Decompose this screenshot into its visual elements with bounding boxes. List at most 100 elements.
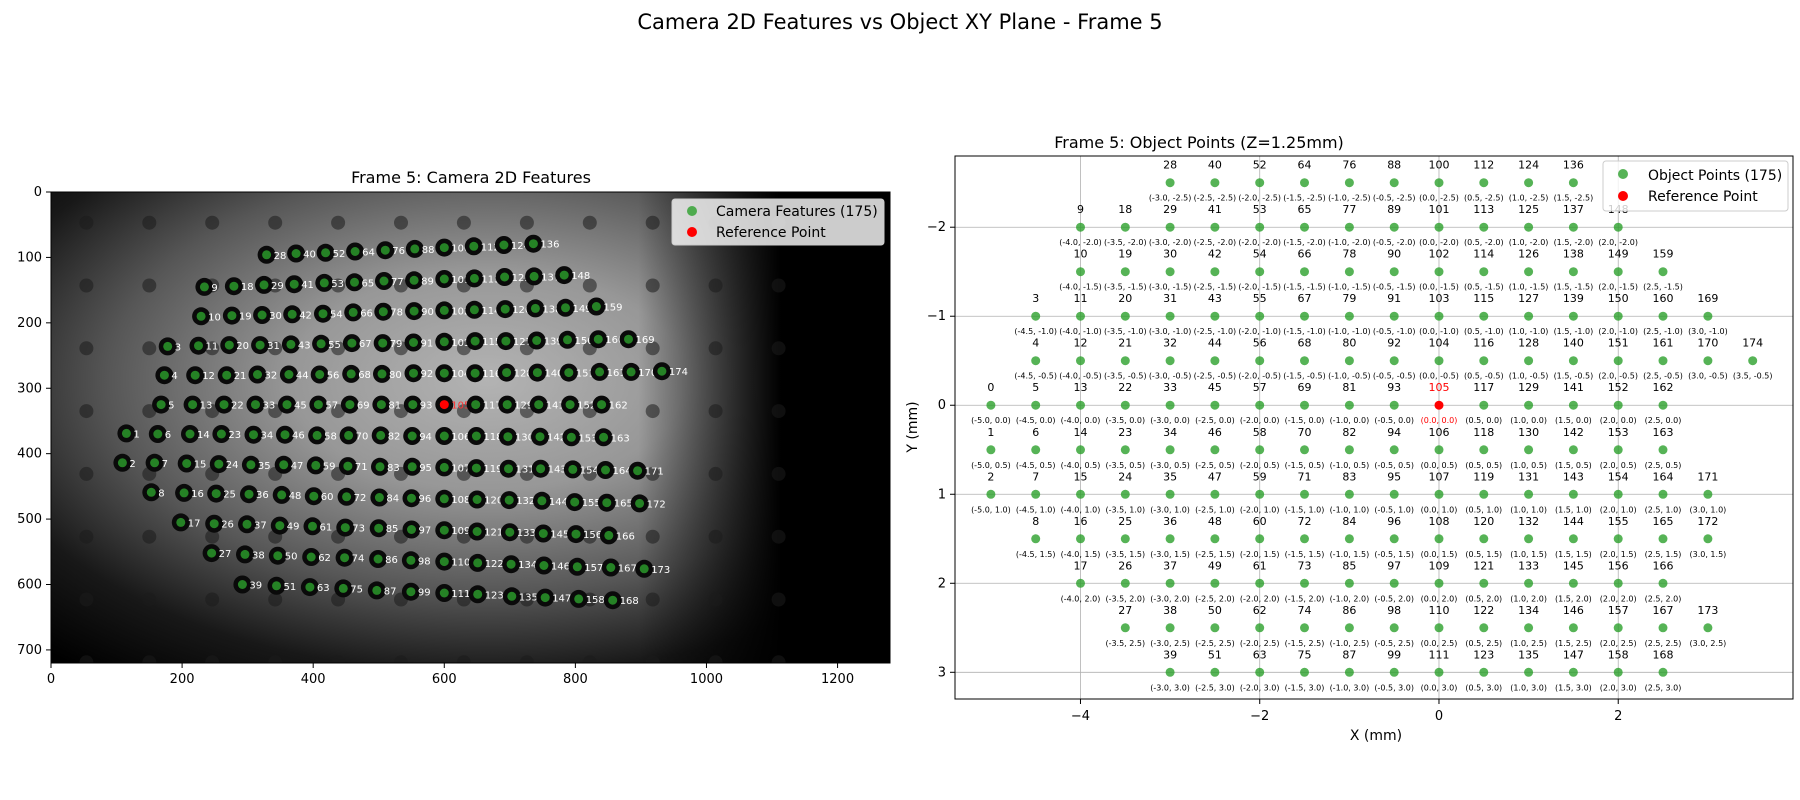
object-point bbox=[1344, 356, 1354, 366]
object-point-coord: (-3.0, -2.5) bbox=[1149, 194, 1192, 203]
object-point bbox=[1255, 489, 1265, 499]
camera-feature-point bbox=[378, 338, 388, 348]
camera-feature-point bbox=[312, 430, 322, 440]
camera-feature-label: 123 bbox=[485, 590, 504, 601]
object-point-index: 93 bbox=[1387, 381, 1401, 394]
object-point-index: 78 bbox=[1342, 248, 1356, 261]
object-point-index: 3 bbox=[1032, 292, 1039, 305]
camera-feature-point bbox=[153, 429, 163, 439]
object-point bbox=[1613, 578, 1623, 588]
object-point-coord: (-1.0, 3.0) bbox=[1330, 683, 1370, 692]
camera-feature-label: 17 bbox=[188, 518, 201, 529]
object-grid bbox=[955, 156, 1793, 699]
object-point-coord: (0.5, -1.0) bbox=[1464, 327, 1504, 336]
camera-dot-blob bbox=[519, 215, 534, 230]
object-xtick-label: −2 bbox=[1250, 709, 1269, 724]
camera-feature-point bbox=[350, 277, 359, 287]
camera-feature-point bbox=[472, 527, 482, 536]
object-point-index: 51 bbox=[1208, 648, 1222, 661]
camera-feature-point bbox=[244, 489, 254, 499]
object-point-index: 94 bbox=[1387, 426, 1401, 439]
object-point-coord: (-3.0, -1.0) bbox=[1149, 327, 1192, 336]
object-point-coord: (3.5, -0.5) bbox=[1733, 372, 1773, 381]
object-point bbox=[1300, 489, 1309, 499]
object-point bbox=[1524, 445, 1534, 455]
camera-feature-point bbox=[439, 494, 449, 504]
object-point bbox=[1703, 311, 1713, 321]
camera-feature-label: 70 bbox=[356, 431, 369, 442]
object-point-coord: (1.5, 2.0) bbox=[1555, 594, 1592, 603]
camera-feature-label: 3 bbox=[175, 342, 181, 353]
camera-feature-point bbox=[591, 302, 601, 311]
camera-feature-label: 68 bbox=[358, 370, 371, 381]
object-point bbox=[1434, 311, 1444, 321]
object-point-index: 147 bbox=[1563, 648, 1584, 661]
object-point-coord: (-2.0, 0.5) bbox=[1240, 461, 1280, 470]
object-point bbox=[1255, 400, 1265, 410]
camera-feature-point bbox=[194, 341, 203, 351]
object-point bbox=[1389, 400, 1399, 410]
camera-feature-point bbox=[377, 369, 387, 379]
camera-dot-blob bbox=[519, 466, 534, 481]
object-point-index: 95 bbox=[1387, 470, 1401, 483]
object-point-coord: (-1.0, -2.5) bbox=[1328, 194, 1371, 203]
object-point-coord: (-3.0, 2.5) bbox=[1150, 639, 1190, 648]
object-point-coord: (-1.0, -1.5) bbox=[1328, 283, 1371, 292]
object-point bbox=[1613, 400, 1623, 410]
camera-dot-blob bbox=[582, 655, 597, 663]
camera-dot-blob bbox=[771, 592, 786, 607]
object-point bbox=[1389, 178, 1399, 188]
object-point-index: 156 bbox=[1608, 559, 1629, 572]
object-point-coord: (1.5, 1.5) bbox=[1555, 550, 1592, 559]
camera-feature-point bbox=[190, 370, 200, 380]
camera-dot-blob bbox=[771, 404, 786, 419]
object-point bbox=[1120, 267, 1130, 277]
object-point-index: 99 bbox=[1387, 648, 1401, 661]
object-point-coord: (2.0, 3.0) bbox=[1600, 683, 1637, 692]
object-point bbox=[1658, 311, 1668, 321]
object-point-index: 122 bbox=[1473, 604, 1494, 617]
object-point-index: 9 bbox=[1077, 203, 1084, 216]
object-point-coord: (1.0, -2.5) bbox=[1509, 194, 1549, 203]
camera-dot-blob bbox=[645, 655, 660, 663]
object-point-coord: (-0.5, 3.0) bbox=[1374, 683, 1414, 692]
camera-feature-label: 60 bbox=[321, 492, 334, 503]
object-point-coord: (-4.0, 1.0) bbox=[1061, 505, 1101, 514]
object-xtick-label: −4 bbox=[1071, 709, 1090, 724]
object-point-index: 40 bbox=[1208, 159, 1222, 172]
camera-feature-point bbox=[471, 463, 481, 473]
object-point bbox=[1434, 222, 1444, 232]
camera-feature-point bbox=[345, 400, 355, 410]
object-point-coord: (2.5, 3.0) bbox=[1645, 683, 1682, 692]
camera-feature-point bbox=[376, 430, 386, 440]
camera-feature-point bbox=[259, 280, 269, 290]
camera-feature-label: 20 bbox=[236, 341, 249, 352]
object-point bbox=[1613, 623, 1623, 633]
object-point-coord: (1.5, 2.5) bbox=[1555, 639, 1592, 648]
object-point bbox=[986, 445, 996, 455]
object-point-coord: (-3.5, 1.0) bbox=[1105, 505, 1145, 514]
camera-feature-point bbox=[439, 462, 449, 472]
camera-dot-blob bbox=[268, 592, 283, 607]
camera-feature-label: 80 bbox=[389, 370, 402, 381]
object-point-index: 150 bbox=[1608, 292, 1629, 305]
camera-feature-point bbox=[530, 303, 540, 313]
camera-feature-point bbox=[224, 340, 234, 350]
object-point bbox=[1434, 623, 1444, 633]
object-point-coord: (0.5, 3.0) bbox=[1465, 683, 1502, 692]
camera-feature-point bbox=[376, 400, 386, 410]
camera-feature-label: 125 bbox=[512, 273, 531, 284]
camera-feature-point bbox=[528, 239, 538, 249]
object-point-index: 37 bbox=[1163, 559, 1177, 572]
camera-feature-point bbox=[242, 519, 252, 529]
object-point bbox=[1255, 445, 1265, 455]
camera-feature-label: 58 bbox=[324, 431, 337, 442]
camera-feature-point bbox=[318, 309, 328, 319]
camera-feature-label: 122 bbox=[485, 559, 504, 570]
camera-feature-label: 98 bbox=[418, 556, 431, 567]
camera-feature-label: 51 bbox=[284, 582, 297, 593]
object-point-coord: (0.5, 2.5) bbox=[1465, 639, 1502, 648]
camera-feature-label: 15 bbox=[194, 460, 207, 471]
camera-feature-point bbox=[409, 306, 419, 316]
object-point-coord: (-1.5, -2.0) bbox=[1283, 238, 1326, 247]
